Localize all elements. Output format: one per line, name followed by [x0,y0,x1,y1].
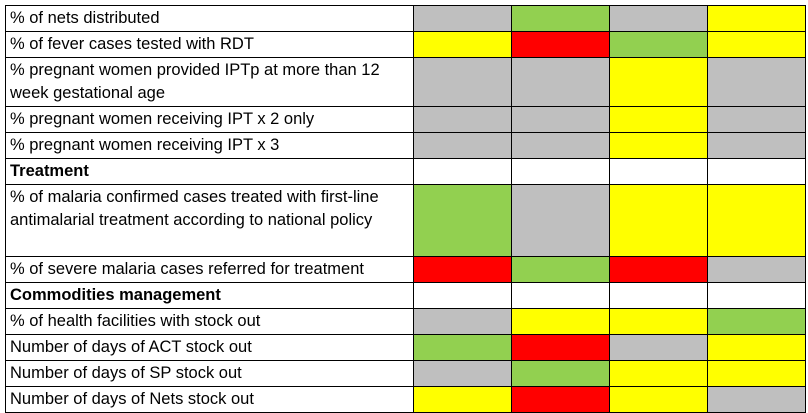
status-cell-gray [707,106,806,133]
status-cell-yellow [609,386,708,413]
status-cell-gray [413,5,512,32]
status-cell-red [511,334,610,361]
indicator-label: % pregnant women receiving IPT x 3 [5,132,414,159]
section-header-row: Treatment [5,158,806,185]
table-row: % pregnant women provided IPTp at more t… [5,57,806,107]
status-cell-gray [511,106,610,133]
status-cell-yellow [707,184,806,257]
status-cell-gray [511,132,610,159]
indicator-status-table: % of nets distributed% of fever cases te… [5,5,806,413]
status-cell-white [707,158,806,185]
status-cell-red [609,256,708,283]
status-cell-gray [609,5,708,32]
status-cell-green [707,308,806,335]
indicator-label: Number of days of Nets stock out [5,386,414,413]
status-cell-yellow [511,308,610,335]
status-cell-white [609,158,708,185]
status-cell-yellow [609,184,708,257]
status-cell-green [413,184,512,257]
status-cell-gray [413,57,512,107]
section-header-row: Commodities management [5,282,806,309]
indicator-label: % pregnant women provided IPTp at more t… [5,57,414,107]
status-cell-green [609,31,708,58]
status-cell-red [511,31,610,58]
status-cell-white [707,282,806,309]
table-row: % of health facilities with stock out [5,308,806,335]
status-cell-white [511,282,610,309]
indicator-label: Number of days of ACT stock out [5,334,414,361]
table-row: % of nets distributed [5,5,806,32]
status-cell-gray [707,386,806,413]
status-cell-white [511,158,610,185]
status-cell-yellow [609,132,708,159]
status-cell-gray [707,256,806,283]
status-cell-yellow [707,31,806,58]
status-cell-red [511,386,610,413]
section-title: Treatment [5,158,414,185]
indicator-label: % of severe malaria cases referred for t… [5,256,414,283]
status-cell-gray [413,106,512,133]
indicator-label: % pregnant women receiving IPT x 2 only [5,106,414,133]
status-cell-white [413,158,512,185]
status-cell-red [413,256,512,283]
table-row: % of fever cases tested with RDT [5,31,806,58]
table-row: Number of days of Nets stock out [5,386,806,413]
status-cell-gray [413,308,512,335]
status-cell-gray [511,57,610,107]
status-cell-green [511,256,610,283]
table-row: % of malaria confirmed cases treated wit… [5,184,806,257]
status-cell-gray [511,184,610,257]
section-title: Commodities management [5,282,414,309]
indicator-label: % of fever cases tested with RDT [5,31,414,58]
table-row: % pregnant women receiving IPT x 2 only [5,106,806,133]
table-body: % of nets distributed% of fever cases te… [5,5,806,413]
status-cell-gray [413,360,512,387]
status-cell-yellow [707,334,806,361]
indicator-label: Number of days of SP stock out [5,360,414,387]
status-cell-green [413,334,512,361]
status-cell-green [511,360,610,387]
status-cell-yellow [609,308,708,335]
table-row: Number of days of SP stock out [5,360,806,387]
status-cell-yellow [609,360,708,387]
status-cell-gray [413,132,512,159]
status-cell-yellow [609,106,708,133]
status-cell-green [511,5,610,32]
status-cell-yellow [609,57,708,107]
status-cell-gray [609,334,708,361]
status-cell-yellow [413,386,512,413]
status-cell-white [609,282,708,309]
status-cell-gray [707,57,806,107]
status-cell-yellow [707,360,806,387]
status-cell-yellow [707,5,806,32]
table-row: % of severe malaria cases referred for t… [5,256,806,283]
table-row: % pregnant women receiving IPT x 3 [5,132,806,159]
indicator-label: % of malaria confirmed cases treated wit… [5,184,414,257]
status-cell-yellow [413,31,512,58]
status-cell-white [413,282,512,309]
table-row: Number of days of ACT stock out [5,334,806,361]
status-cell-gray [707,132,806,159]
indicator-label: % of nets distributed [5,5,414,32]
indicator-label: % of health facilities with stock out [5,308,414,335]
